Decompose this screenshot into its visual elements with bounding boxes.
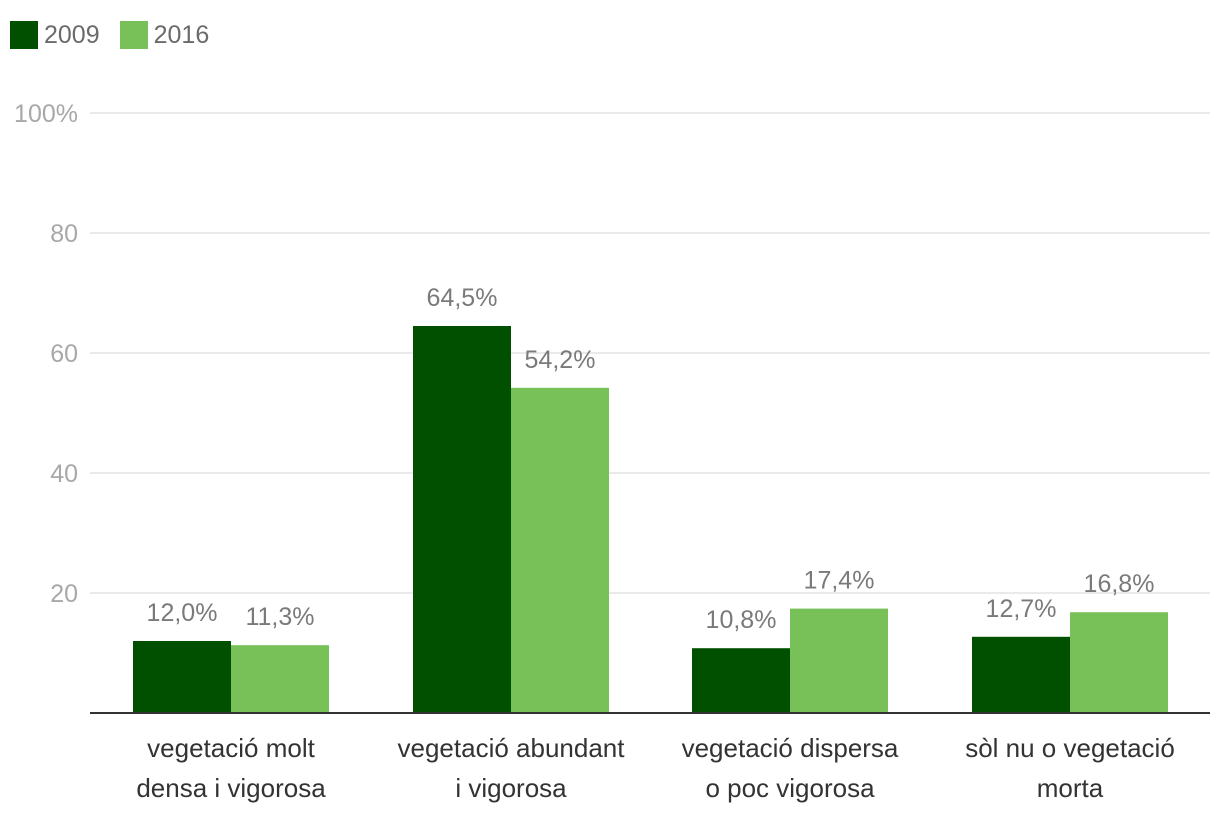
data-label-2016-1: 54,2%: [525, 346, 596, 374]
bar-2016-3: [1070, 612, 1168, 713]
category-label-3-line-1: sòl nu o vegetació: [965, 733, 1175, 763]
category-label-2-line-2: o poc vigorosa: [705, 773, 875, 803]
category-label-0: vegetació molt densa i vigorosa: [106, 728, 356, 808]
bar-2009-0: [133, 641, 231, 713]
bar-2016-1: [511, 387, 609, 713]
bar-2009-3: [972, 636, 1070, 713]
legend: 2009 2016: [10, 20, 229, 50]
data-label-2009-2: 10,8%: [706, 606, 777, 634]
category-label-1-line-2: i vigorosa: [455, 773, 567, 803]
category-label-0-line-1: vegetació molt: [147, 733, 315, 763]
y-tick-label-100: 100%: [14, 100, 78, 128]
category-label-3: sòl nu o vegetació morta: [945, 728, 1195, 808]
bar-2016-2: [790, 608, 888, 713]
bar-2016-0: [231, 645, 329, 713]
data-label-2009-0: 12,0%: [147, 599, 218, 627]
y-tick-label-40: 40: [50, 460, 78, 488]
legend-swatch-2016: [119, 21, 148, 49]
y-tick-label-80: 80: [50, 220, 78, 248]
legend-swatch-2009: [10, 21, 38, 49]
data-label-2016-0: 11,3%: [245, 603, 314, 631]
category-label-1: vegetació abundant i vigorosa: [386, 728, 636, 808]
data-label-2009-3: 12,7%: [986, 595, 1057, 623]
bar-2009-1: [413, 326, 511, 713]
category-label-0-line-2: densa i vigorosa: [136, 773, 326, 803]
category-label-2-line-1: vegetació dispersa: [681, 733, 899, 763]
legend-item-2009[interactable]: 2009: [10, 21, 100, 50]
data-label-2016-3: 16,8%: [1084, 570, 1155, 598]
legend-label-2016: 2016: [153, 20, 210, 49]
data-label-2016-2: 17,4%: [804, 567, 875, 595]
legend-item-2016[interactable]: 2016: [119, 20, 210, 50]
y-tick-label-60: 60: [50, 340, 78, 368]
y-tick-label-20: 20: [50, 580, 78, 608]
legend-label-2009: 2009: [44, 20, 100, 49]
data-label-2009-1: 64,5%: [427, 284, 498, 312]
bar-2009-2: [692, 648, 790, 713]
category-label-2: vegetació dispersa o poc vigorosa: [665, 728, 915, 808]
category-label-3-line-2: morta: [1036, 773, 1104, 803]
category-label-1-line-1: vegetació abundant: [397, 733, 625, 763]
